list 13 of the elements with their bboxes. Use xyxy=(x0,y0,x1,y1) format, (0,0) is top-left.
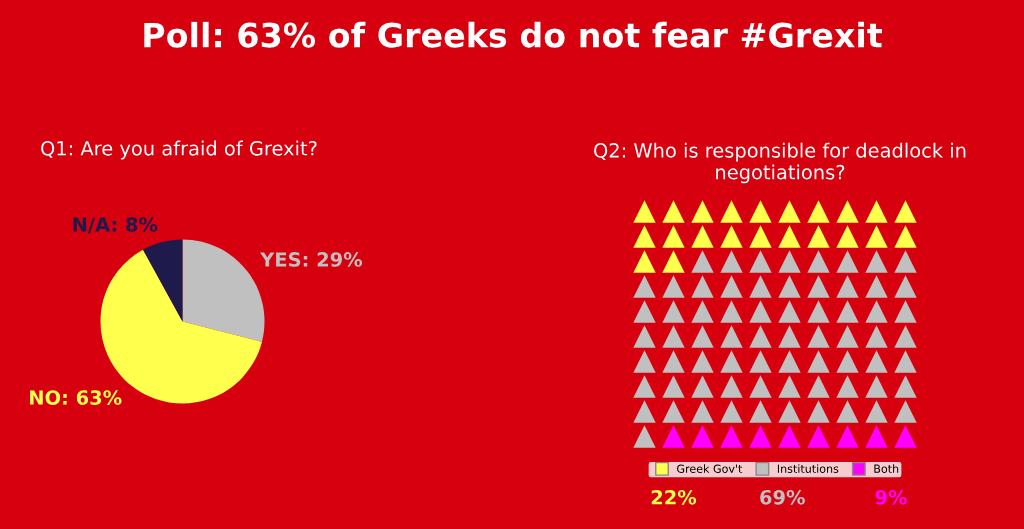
data-label: 69% xyxy=(760,489,805,505)
category-label: Greek Gov't xyxy=(677,464,743,473)
category-label: Institutions xyxy=(777,464,839,473)
data-label: 22% xyxy=(651,489,697,505)
chart-subtitle: Q1: Are you afraid of Grexit? xyxy=(41,140,317,160)
slice-label: YES: 29% xyxy=(260,252,363,267)
slice-label: NO: 63% xyxy=(30,390,122,405)
data-label: 9% xyxy=(875,489,907,505)
pie-slice xyxy=(143,239,183,322)
text: Q2: Who is responsible for deadlock in negotiations? xyxy=(594,142,966,184)
text: Poll: 63% of Greeks do not fear #Grexit xyxy=(144,21,882,48)
category-label: Both xyxy=(874,464,899,473)
slice-label: N/A: 8% xyxy=(73,217,158,234)
